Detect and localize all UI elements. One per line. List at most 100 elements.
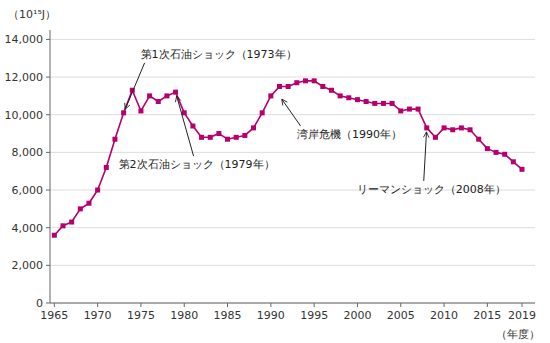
x-tick-label: 2010 [430, 309, 458, 322]
grid-line [50, 39, 535, 40]
point [390, 101, 395, 106]
point [433, 135, 438, 140]
x-tick [444, 303, 445, 307]
point [485, 146, 490, 151]
point [329, 88, 334, 93]
point [147, 93, 152, 98]
point [303, 78, 308, 83]
x-tick-label: 1985 [214, 309, 242, 322]
point [86, 201, 91, 206]
y-tick [46, 190, 50, 191]
point [156, 99, 161, 104]
point [416, 107, 421, 112]
annotation-arrow [282, 99, 301, 126]
y-tick [46, 39, 50, 40]
x-tick-label: 1965 [40, 309, 68, 322]
grid-line [50, 227, 535, 228]
point [268, 93, 273, 98]
annotation-text: 第2次石油ショック（1979年） [119, 158, 275, 171]
x-tick-label: 2015 [473, 309, 501, 322]
annotation-text: リーマンショック（2008年） [357, 183, 506, 196]
grid-line [50, 265, 535, 266]
point [520, 167, 525, 172]
y-tick [46, 114, 50, 115]
point [338, 93, 343, 98]
point [104, 165, 109, 170]
point [494, 150, 499, 155]
point [234, 135, 239, 140]
y-tick [46, 227, 50, 228]
x-tick-label: 2019 [508, 309, 536, 322]
point [138, 108, 143, 113]
x-tick [522, 303, 523, 307]
point [208, 135, 213, 140]
point [364, 99, 369, 104]
x-tick [400, 303, 401, 307]
x-tick [184, 303, 185, 307]
x-tick [357, 303, 358, 307]
annotation-arrow [177, 96, 194, 156]
point [381, 101, 386, 106]
chart: 02,0004,0006,0008,00010,00012,00014,0001… [0, 0, 550, 343]
grid-line [50, 303, 535, 304]
y-tick-label: 12,000 [5, 71, 44, 84]
point [459, 125, 464, 130]
y-tick [46, 152, 50, 153]
y-axis-line [50, 30, 51, 303]
point [121, 110, 126, 115]
x-tick [97, 303, 98, 307]
point [511, 159, 516, 164]
point [260, 110, 265, 115]
annotation-arrow [125, 63, 144, 109]
point [182, 110, 187, 115]
point [225, 137, 230, 142]
x-tick-label: 1990 [257, 309, 285, 322]
point [173, 90, 178, 95]
point [294, 80, 299, 85]
line [54, 81, 522, 235]
point [242, 133, 247, 138]
y-tick-label: 2,000 [12, 259, 44, 272]
y-tick-label: 4,000 [12, 222, 44, 235]
point [164, 93, 169, 98]
x-tick [270, 303, 271, 307]
x-tick [140, 303, 141, 307]
axes: 02,0004,0006,0008,00010,00012,00014,0001… [5, 30, 537, 322]
x-tick [314, 303, 315, 307]
grid-line [50, 152, 535, 153]
x-tick [54, 303, 55, 307]
point [468, 127, 473, 132]
y-tick [46, 265, 50, 266]
x-tick-label: 2000 [343, 309, 371, 322]
point [355, 97, 360, 102]
point [476, 137, 481, 142]
y-tick-label: 14,000 [5, 33, 44, 46]
point [502, 152, 507, 157]
point [442, 125, 447, 130]
annotation-text: 湾岸危機（1990年） [297, 128, 402, 141]
y-tick-label: 10,000 [5, 109, 44, 122]
annotation-text: 第1次石油ショック（1973年） [141, 48, 297, 61]
point [424, 125, 429, 130]
point [312, 78, 317, 83]
point [320, 84, 325, 89]
x-tick-label: 1970 [84, 309, 112, 322]
x-tick-label: 1980 [170, 309, 198, 322]
point [398, 108, 403, 113]
point [216, 131, 221, 136]
x-axis-line [50, 303, 535, 304]
grid [50, 39, 535, 303]
point [190, 124, 195, 129]
x-tick-label: 1975 [127, 309, 155, 322]
point [346, 95, 351, 100]
point [286, 84, 291, 89]
point [199, 135, 204, 140]
point [251, 125, 256, 130]
y-axis-label: （10¹⁵J） [8, 8, 56, 21]
annotation-arrow [424, 132, 427, 181]
annotations: 第1次石油ショック（1973年） 第2次石油ショック（1979年） 湾岸危機（199… [119, 48, 506, 196]
plot-area [52, 78, 525, 237]
point [277, 84, 282, 89]
x-tick-label: 2005 [387, 309, 415, 322]
x-tick [227, 303, 228, 307]
